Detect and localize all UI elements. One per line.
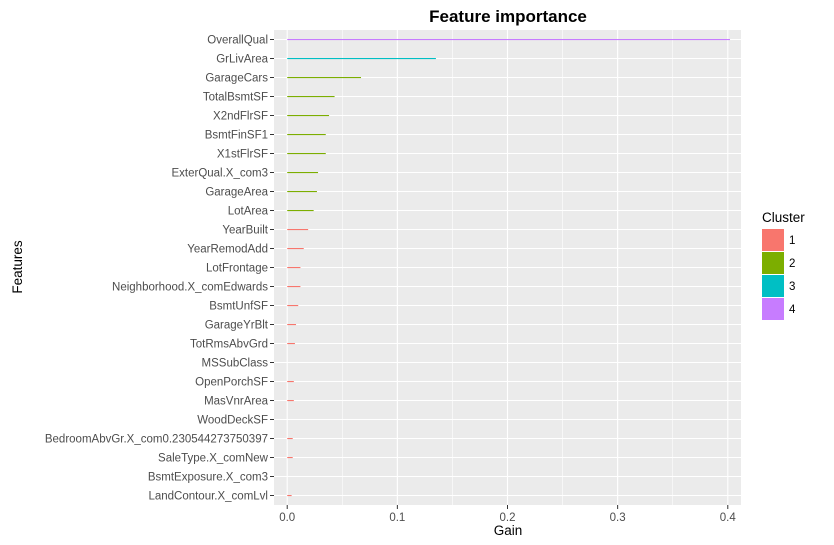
bar-X1stFlrSF	[287, 153, 326, 155]
bar-OpenPorchSF	[287, 381, 294, 383]
bar-X2ndFlrSF	[287, 115, 330, 117]
y-tick-label: BsmtUnfSF	[209, 301, 268, 313]
bar-YearBuilt	[287, 229, 309, 231]
legend-key-3	[762, 275, 784, 297]
y-tick-label: TotRmsAbvGrd	[190, 339, 268, 351]
bar-GarageCars	[287, 77, 362, 79]
y-tick-label: BedroomAbvGr.X_com0.230544273750397	[45, 434, 268, 446]
y-tick-label: MasVnrArea	[204, 396, 269, 408]
y-tick-label: LotArea	[228, 206, 269, 218]
y-tick-label: SaleType.X_comNew	[158, 453, 269, 465]
bar-GarageYrBlt	[287, 324, 297, 326]
bar-marks	[287, 39, 730, 497]
legend-label-2: 2	[789, 258, 795, 270]
bar-Neighborhood.X_comEdwards	[287, 286, 301, 288]
y-axis: OverallQual GrLivArea GarageCars TotalBsmtS…	[45, 35, 274, 503]
y-tick-label: OpenPorchSF	[195, 377, 268, 389]
y-tick-label: LandContour.X_comLvl	[148, 491, 268, 503]
y-tick-label: X1stFlrSF	[217, 149, 268, 161]
y-tick-label: BsmtFinSF1	[205, 130, 268, 142]
bar-GrLivArea	[287, 58, 436, 60]
y-tick-label: GrLivArea	[216, 54, 268, 66]
y-tick-label: BsmtExposure.X_com3	[148, 472, 268, 484]
x-axis-title: Gain	[494, 523, 523, 538]
legend-label-1: 1	[789, 235, 795, 247]
bar-YearRemodAdd	[287, 248, 304, 250]
bar-TotRmsAbvGrd	[287, 343, 295, 345]
y-tick-label: GarageCars	[205, 73, 268, 85]
bar-TotalBsmtSF	[287, 96, 335, 98]
bar-LandContour.X_comLvl	[287, 495, 292, 497]
legend-key-4	[762, 298, 784, 320]
bar-LotArea	[287, 210, 314, 212]
x-tick-label: 0.4	[720, 512, 737, 524]
bar-OverallQual	[287, 39, 730, 41]
x-axis: 0.0 0.1 0.2 0.3 0.4	[279, 505, 736, 524]
y-tick-label: X2ndFlrSF	[213, 111, 268, 123]
y-tick-label: LotFrontage	[206, 263, 268, 275]
y-tick-label: YearRemodAdd	[187, 244, 268, 256]
chart-title: Feature importance	[429, 7, 587, 26]
y-tick-label: GarageYrBlt	[205, 320, 269, 332]
x-tick-label: 0.2	[500, 512, 516, 524]
bar-BsmtUnfSF	[287, 305, 299, 307]
x-tick-label: 0.0	[279, 512, 295, 524]
y-tick-label: WoodDeckSF	[197, 415, 268, 427]
y-axis-title: Features	[10, 240, 25, 294]
y-tick-label: GarageArea	[205, 187, 268, 199]
y-tick-label: Neighborhood.X_comEdwards	[112, 282, 268, 294]
legend-label-3: 3	[789, 281, 795, 293]
bar-LotFrontage	[287, 267, 301, 269]
legend: Cluster 1 2 3 4	[762, 210, 805, 320]
x-tick-label: 0.1	[389, 512, 405, 524]
bar-SaleType.X_comNew	[287, 457, 293, 459]
legend-key-1	[762, 229, 784, 251]
bar-ExterQual.X_com3	[287, 172, 319, 174]
bar-BsmtFinSF1	[287, 134, 326, 136]
legend-label-4: 4	[789, 304, 796, 316]
y-tick-label: OverallQual	[207, 35, 268, 47]
bar-GarageArea	[287, 191, 317, 193]
y-tick-label: YearBuilt	[222, 225, 268, 237]
bar-BedroomAbvGr.X_com0.230544273750397	[287, 438, 293, 440]
y-tick-label: ExterQual.X_com3	[171, 168, 268, 180]
legend-key-2	[762, 252, 784, 274]
x-tick-label: 0.3	[610, 512, 626, 524]
y-tick-label: MSSubClass	[202, 358, 269, 370]
y-tick-label: TotalBsmtSF	[203, 92, 268, 104]
bar-MasVnrArea	[287, 400, 294, 402]
legend-title: Cluster	[762, 210, 805, 225]
